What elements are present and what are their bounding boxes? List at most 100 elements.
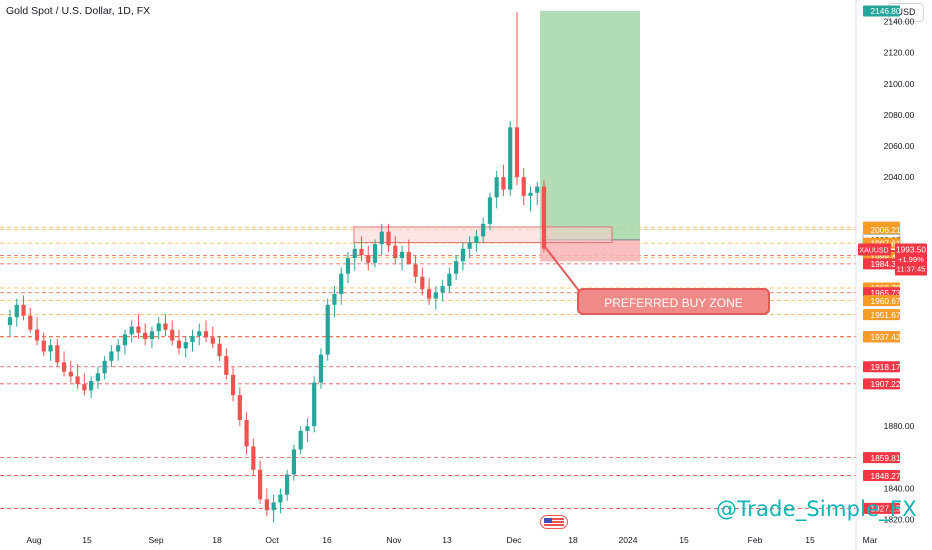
candle-body bbox=[339, 273, 344, 294]
candle bbox=[372, 239, 378, 268]
candle-body bbox=[372, 244, 378, 263]
candle-body bbox=[170, 329, 175, 341]
price-tick-label: 2100.00 bbox=[884, 79, 915, 89]
price-label-box bbox=[863, 258, 900, 270]
candle bbox=[481, 217, 486, 243]
time-tick-label: Nov bbox=[386, 535, 402, 545]
candle-body bbox=[413, 264, 418, 277]
candle-body bbox=[508, 127, 513, 190]
stop-zone bbox=[540, 239, 640, 262]
candle bbox=[501, 164, 506, 196]
candle bbox=[447, 267, 452, 293]
candle-body bbox=[359, 248, 364, 255]
price-label-box bbox=[863, 452, 900, 464]
candle-body bbox=[217, 343, 222, 357]
candle-body bbox=[251, 446, 256, 470]
candle bbox=[217, 335, 222, 361]
candle-body bbox=[129, 326, 134, 335]
candle-body bbox=[305, 426, 310, 431]
candle bbox=[143, 323, 148, 346]
candle bbox=[264, 488, 269, 517]
time-tick-label: 2024 bbox=[619, 535, 638, 545]
candle-body bbox=[61, 362, 67, 372]
candle-body bbox=[312, 382, 317, 427]
candle-body bbox=[122, 334, 128, 346]
candle bbox=[379, 223, 384, 255]
candle bbox=[352, 242, 357, 271]
candle bbox=[271, 494, 276, 523]
candle bbox=[359, 236, 364, 262]
price-label-box bbox=[863, 309, 900, 321]
candle bbox=[230, 367, 236, 402]
candle bbox=[406, 239, 411, 265]
candle-body bbox=[494, 177, 499, 198]
time-tick-label: 16 bbox=[322, 535, 332, 545]
long-position-tool bbox=[540, 10, 640, 262]
last-price-box bbox=[895, 243, 927, 276]
candle bbox=[237, 387, 242, 427]
price-tick-label: 2040.00 bbox=[884, 172, 915, 182]
symbol-tag-box bbox=[858, 243, 891, 256]
candle-body bbox=[440, 286, 445, 293]
candle-body bbox=[528, 192, 533, 196]
price-tick-label: 2080.00 bbox=[884, 110, 915, 120]
time-tick-label: Feb bbox=[748, 535, 763, 545]
candle bbox=[535, 181, 540, 206]
candle-body bbox=[379, 231, 384, 245]
candle-body bbox=[48, 345, 53, 352]
price-tick-label: 1880.00 bbox=[884, 421, 915, 431]
buy-zone-callout[interactable]: PREFERRED BUY ZONE $2000/OZ bbox=[577, 288, 770, 337]
candle-body bbox=[521, 177, 526, 196]
candle bbox=[494, 170, 499, 209]
candle-body bbox=[55, 345, 60, 363]
candle-body bbox=[41, 340, 46, 352]
candle-body bbox=[224, 356, 229, 375]
candle bbox=[460, 242, 465, 271]
candle bbox=[34, 317, 40, 346]
candle bbox=[28, 307, 33, 333]
price-label-box bbox=[863, 331, 900, 343]
candle-body bbox=[89, 381, 94, 391]
time-tick-label: Dec bbox=[506, 535, 522, 545]
time-tick-label: Oct bbox=[265, 535, 279, 545]
candle bbox=[426, 278, 432, 305]
price-label-text: 1848.27 bbox=[871, 471, 901, 481]
candle-body bbox=[156, 323, 161, 332]
price-label-text: 2006.21 bbox=[871, 225, 901, 235]
candle bbox=[454, 254, 459, 280]
candle-body bbox=[109, 351, 114, 361]
candle-body bbox=[433, 292, 438, 299]
candle bbox=[399, 245, 405, 271]
candle-body bbox=[535, 186, 540, 193]
horizontal-levels bbox=[0, 226, 856, 509]
candle bbox=[75, 363, 80, 389]
candle bbox=[393, 236, 398, 265]
price-label-box bbox=[863, 295, 900, 307]
candle bbox=[433, 286, 438, 310]
candle bbox=[285, 469, 290, 501]
candle-body bbox=[291, 449, 296, 475]
candle bbox=[197, 323, 202, 346]
candle-body bbox=[399, 251, 405, 259]
candle bbox=[109, 345, 114, 368]
candle bbox=[521, 167, 526, 206]
price-label-text: 2146.80 bbox=[871, 6, 901, 16]
candle-body bbox=[203, 331, 209, 338]
price-label-text: 1907.22 bbox=[871, 379, 901, 389]
candle-body bbox=[474, 236, 479, 243]
candle bbox=[339, 267, 344, 305]
candle-body bbox=[487, 197, 493, 224]
candle-body bbox=[332, 293, 337, 305]
candle bbox=[413, 254, 418, 284]
price-label-box bbox=[863, 470, 900, 482]
price-tick-label: 2140.00 bbox=[884, 17, 915, 27]
candle-body bbox=[143, 332, 148, 340]
last-price: 1993.50 bbox=[896, 245, 926, 255]
candle-body bbox=[244, 419, 249, 447]
candle bbox=[203, 320, 209, 343]
watermark-handle: @Trade_Simple_FX bbox=[716, 497, 917, 521]
price-label-box bbox=[863, 224, 900, 236]
time-tick-label: Mar bbox=[863, 535, 878, 545]
candle bbox=[21, 295, 26, 321]
